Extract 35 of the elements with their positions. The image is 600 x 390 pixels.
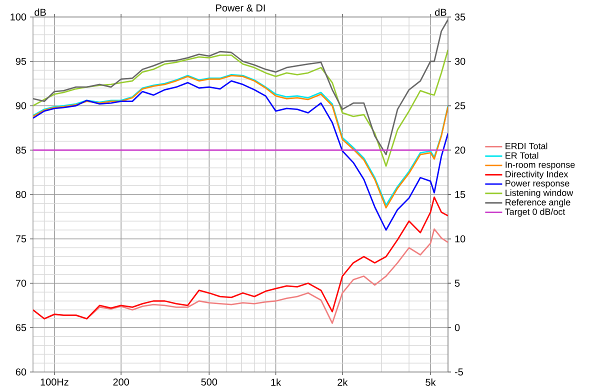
legend-label: Directivity Index [506, 170, 568, 180]
legend-label: In-room response [506, 162, 575, 170]
y-axis-title: dB [34, 8, 46, 16]
y-tick-label: 70 [16, 280, 26, 287]
y2-tick-label: -5 [454, 368, 463, 376]
y-tick-label: 65 [16, 324, 26, 332]
y2-tick-label: 5 [454, 280, 460, 287]
y-tick-label: 100 [10, 13, 26, 21]
y2-axis-title: dB [435, 8, 446, 16]
y-tick-label: 75 [16, 235, 26, 242]
legend-label: Listening window [506, 189, 574, 198]
chart-title: Power & DI [216, 4, 265, 12]
y-tick-label: 90 [16, 102, 26, 110]
y-tick-label: 60 [16, 368, 26, 376]
legend-label: ERDI Total [506, 142, 548, 150]
y-tick-label: 95 [16, 58, 26, 65]
legend-label: ER Total [506, 152, 538, 159]
x-tick-label: 1k [271, 378, 282, 386]
y2-tick-label: 0 [454, 324, 460, 332]
legend-label: Reference angle [506, 198, 570, 208]
y-tick-label: 85 [16, 146, 26, 154]
y2-tick-label: 10 [455, 235, 466, 242]
y2-tick-label: 35 [454, 13, 466, 21]
y2-tick-label: 20 [455, 146, 466, 154]
x-tick-label: 500 [201, 378, 218, 386]
y-tick-label: 80 [16, 190, 26, 198]
y2-tick-label: 15 [455, 191, 466, 198]
x-tick-label: 2k [338, 378, 348, 386]
y2-tick-label: 25 [455, 102, 466, 110]
x-tick-label: 5k [426, 378, 436, 386]
y2-tick-label: 30 [454, 58, 466, 65]
x-tick-label: 100Hz [40, 378, 68, 386]
x-tick-label: 200 [113, 378, 129, 386]
legend-label: Target 0 dB/oct [505, 208, 566, 217]
legend-label: Power response [506, 180, 570, 188]
